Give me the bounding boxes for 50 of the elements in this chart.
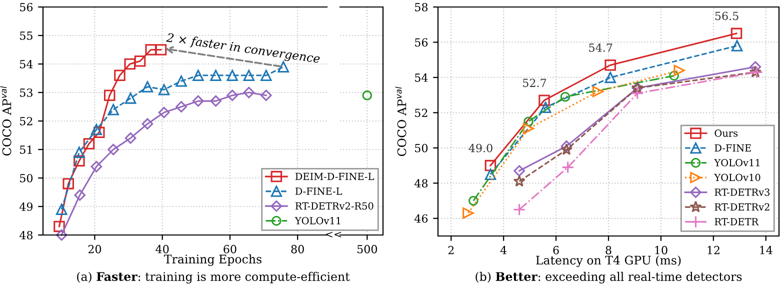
legend-label: YOLOv11 bbox=[714, 158, 760, 166]
data-label: 49.0 bbox=[468, 144, 492, 152]
legend-label: RT-DETR bbox=[714, 218, 759, 226]
text: (b) Better: exceeding all real-time detectors bbox=[476, 272, 742, 284]
y-tick-label: 52 bbox=[415, 108, 428, 118]
legend-label: YOLOv10 bbox=[714, 174, 760, 182]
x-tick-label: 20 bbox=[88, 244, 102, 254]
text: (a) Faster: training is more compute-efficient bbox=[77, 272, 350, 284]
x-tick-label: 80 bbox=[291, 244, 304, 254]
y-tick-label: 58 bbox=[415, 2, 428, 12]
y-tick-label: 55 bbox=[20, 32, 32, 40]
y-axis-title: COCO AP$^{val}$ bbox=[395, 86, 406, 156]
legend-label: YOLOv11 bbox=[294, 217, 340, 224]
data-label: 56.5 bbox=[715, 12, 738, 20]
x-tick-label: 40 bbox=[156, 244, 169, 254]
y-tick-label: 50 bbox=[415, 144, 428, 152]
y-tick-label: 50 bbox=[20, 174, 33, 182]
x-tick-label: 10 bbox=[655, 246, 668, 254]
x-axis-title: Training Epochs bbox=[164, 254, 262, 266]
legend-label: DEIM-D-FINE-L bbox=[295, 172, 374, 180]
y-tick-label: 56 bbox=[415, 38, 428, 47]
x-tick-label: 4 bbox=[500, 246, 507, 254]
data-label: 52.7 bbox=[523, 78, 546, 88]
x-axis-title: Latency on T4 GPU (ms) bbox=[536, 255, 681, 268]
x-tick-label: 8 bbox=[606, 246, 612, 254]
y-tick-label: 52 bbox=[20, 116, 32, 126]
y-tick-label: 51 bbox=[20, 145, 32, 154]
y-tick-label: 54 bbox=[415, 73, 428, 82]
legend-label: RT-DETRv3 bbox=[714, 188, 770, 196]
annotation: 2 × faster in convergence bbox=[166, 32, 320, 66]
y-tick-label: 48 bbox=[414, 179, 428, 188]
legend-label: RT-DETRv2 bbox=[714, 203, 770, 210]
x-tick-label: 2 bbox=[448, 246, 454, 254]
y-tick-label: 54 bbox=[20, 60, 33, 68]
y-tick-label: 48 bbox=[19, 230, 33, 240]
x-tick-label: 12 bbox=[708, 246, 720, 254]
legend-label: D-FINE bbox=[714, 144, 751, 152]
x-tick-label: 500 bbox=[358, 244, 378, 254]
y-axis-title: COCO AP$^{val}$ bbox=[0, 86, 12, 156]
legend-label: Ours bbox=[714, 129, 738, 137]
x-tick-label: 6 bbox=[553, 246, 559, 254]
y-tick-label: 56 bbox=[20, 2, 33, 12]
y-tick-label: 46 bbox=[414, 214, 428, 223]
legend-label: RT-DETRv2-R50 bbox=[295, 202, 374, 210]
legend-label: D-FINE-L bbox=[295, 188, 342, 195]
y-tick-label: 53 bbox=[20, 88, 32, 97]
x-tick-label: 60 bbox=[224, 244, 236, 254]
y-tick-label: 49 bbox=[19, 202, 33, 211]
x-tick-label: 14 bbox=[760, 246, 772, 254]
data-label: 54.7 bbox=[589, 43, 612, 52]
